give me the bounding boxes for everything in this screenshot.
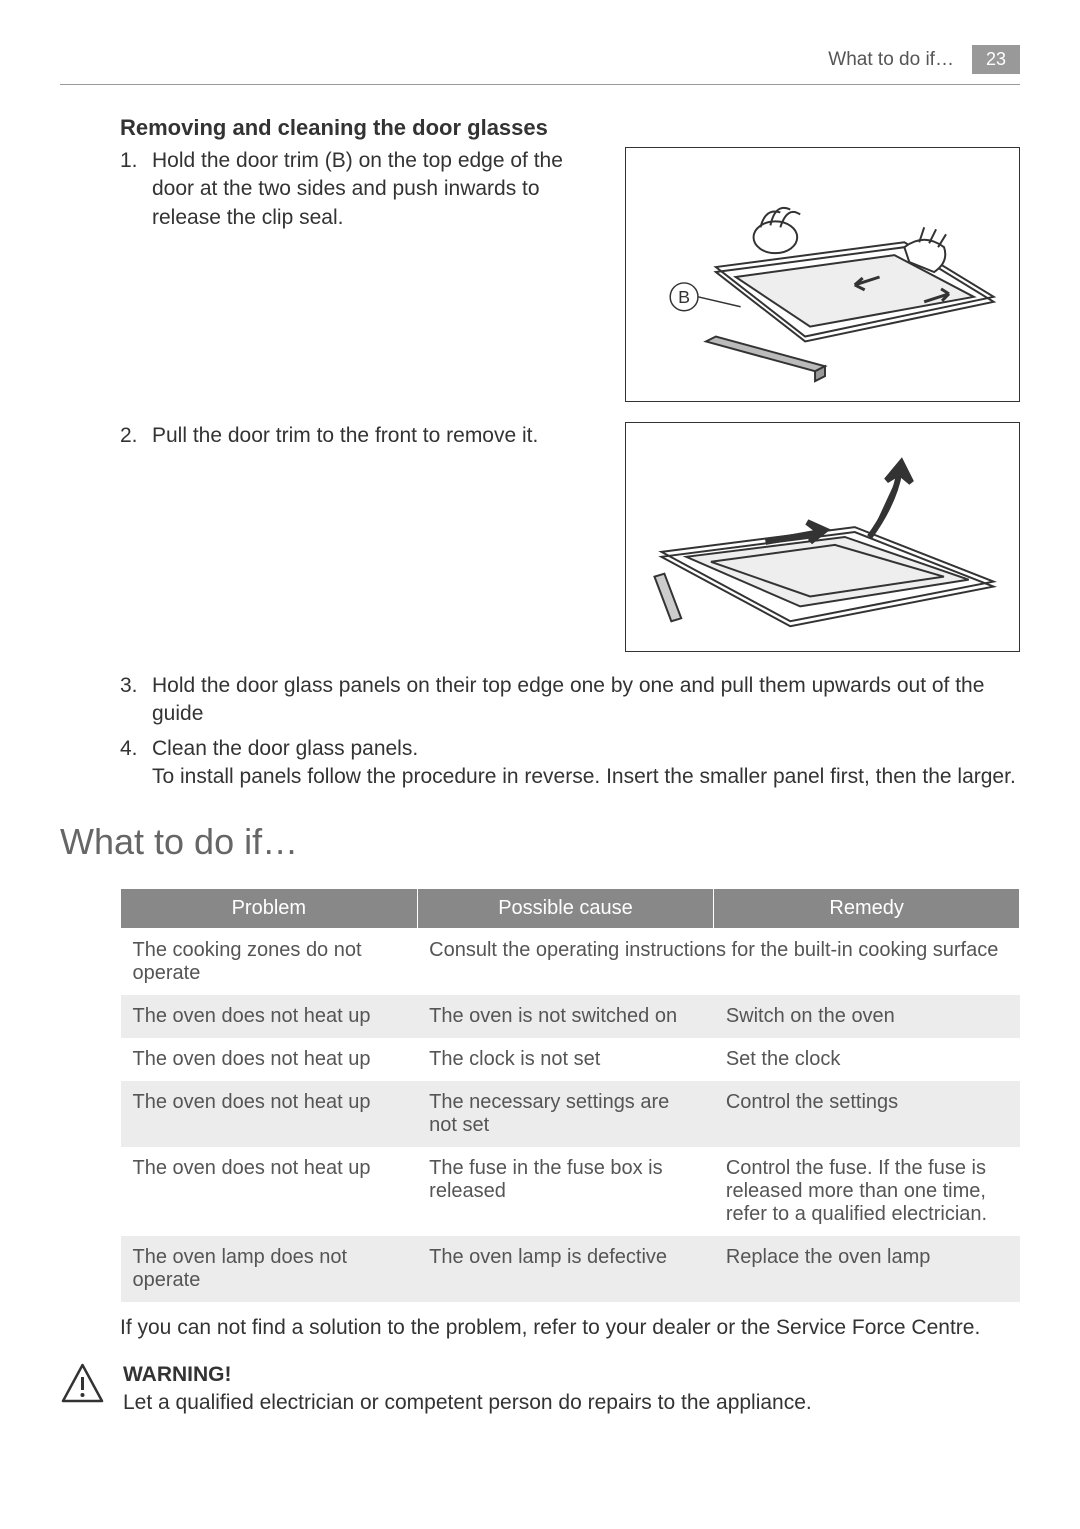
list-item: 4. Clean the door glass panels. To insta… [120,735,1020,792]
cell-remedy: Replace the oven lamp [714,1236,1020,1302]
page-header: What to do if… 23 [60,45,1020,74]
warning-label: WARNING! [123,1363,232,1386]
table-row: The oven does not heat upThe fuse in the… [121,1147,1020,1236]
cell-remedy: Control the settings [714,1081,1020,1147]
cell-cause: The oven is not switched on [417,995,714,1038]
step-1-text: 1. Hold the door trim (B) on the top edg… [120,147,605,422]
warning-body: Let a qualified electrician or competent… [123,1391,812,1414]
table-row: The cooking zones do not operateConsult … [121,929,1020,996]
cell-problem: The oven lamp does not operate [121,1236,418,1302]
step-2-text: 2. Pull the door trim to the front to re… [120,422,605,672]
cell-cause-remedy: Consult the operating instructions for t… [417,929,1019,996]
cell-problem: The oven does not heat up [121,1147,418,1236]
section-heading: Removing and cleaning the door glasses [120,115,1020,141]
step-number: 2. [120,422,152,450]
step-1-row: 1. Hold the door trim (B) on the top edg… [120,147,1020,422]
troubleshooting-table: Problem Possible cause Remedy The cookin… [120,888,1020,1302]
cell-cause: The clock is not set [417,1038,714,1081]
table-row: The oven lamp does not operateThe oven l… [121,1236,1020,1302]
step-4-note: To install panels follow the procedure i… [152,765,1016,788]
cell-remedy: Control the fuse. If the fuse is release… [714,1147,1020,1236]
cell-problem: The oven does not heat up [121,1081,418,1147]
warning-block: WARNING! Let a qualified electrician or … [60,1361,1020,1418]
table-row: The oven does not heat upThe oven is not… [121,995,1020,1038]
step-1-diagram: B [625,147,1020,402]
cell-remedy: Switch on the oven [714,995,1020,1038]
col-remedy: Remedy [714,889,1020,929]
step-2-row: 2. Pull the door trim to the front to re… [120,422,1020,672]
list-item: 1. Hold the door trim (B) on the top edg… [120,147,605,232]
step-body: Pull the door trim to the front to remov… [152,422,605,450]
step-number: 4. [120,735,152,792]
header-title: What to do if… [828,49,954,71]
step-4-text: Clean the door glass panels. [152,737,418,760]
step-body: Hold the door trim (B) on the top edge o… [152,147,605,232]
cell-cause: The fuse in the fuse box is released [417,1147,714,1236]
col-cause: Possible cause [417,889,714,929]
table-row: The oven does not heat upThe necessary s… [121,1081,1020,1147]
warning-icon [60,1361,105,1406]
warning-text: WARNING! Let a qualified electrician or … [123,1361,812,1418]
cell-cause: The necessary settings are not set [417,1081,714,1147]
diagram-label-b: B [678,287,690,307]
step-2-diagram [625,422,1020,652]
step-number: 1. [120,147,152,232]
step-body: Clean the door glass panels. To install … [152,735,1020,792]
cell-problem: The oven does not heat up [121,995,418,1038]
page-number: 23 [972,45,1020,74]
list-item: 2. Pull the door trim to the front to re… [120,422,605,450]
cell-remedy: Set the clock [714,1038,1020,1081]
step-body: Hold the door glass panels on their top … [152,672,1020,729]
content: Removing and cleaning the door glasses 1… [60,115,1020,1417]
cell-problem: The oven does not heat up [121,1038,418,1081]
table-row: The oven does not heat upThe clock is no… [121,1038,1020,1081]
list-item: 3. Hold the door glass panels on their t… [120,672,1020,729]
after-table-note: If you can not find a solution to the pr… [120,1314,1020,1342]
header-rule [60,84,1020,85]
cell-problem: The cooking zones do not operate [121,929,418,996]
cell-cause: The oven lamp is defective [417,1236,714,1302]
step-number: 3. [120,672,152,729]
col-problem: Problem [121,889,418,929]
main-heading: What to do if… [60,821,1020,863]
